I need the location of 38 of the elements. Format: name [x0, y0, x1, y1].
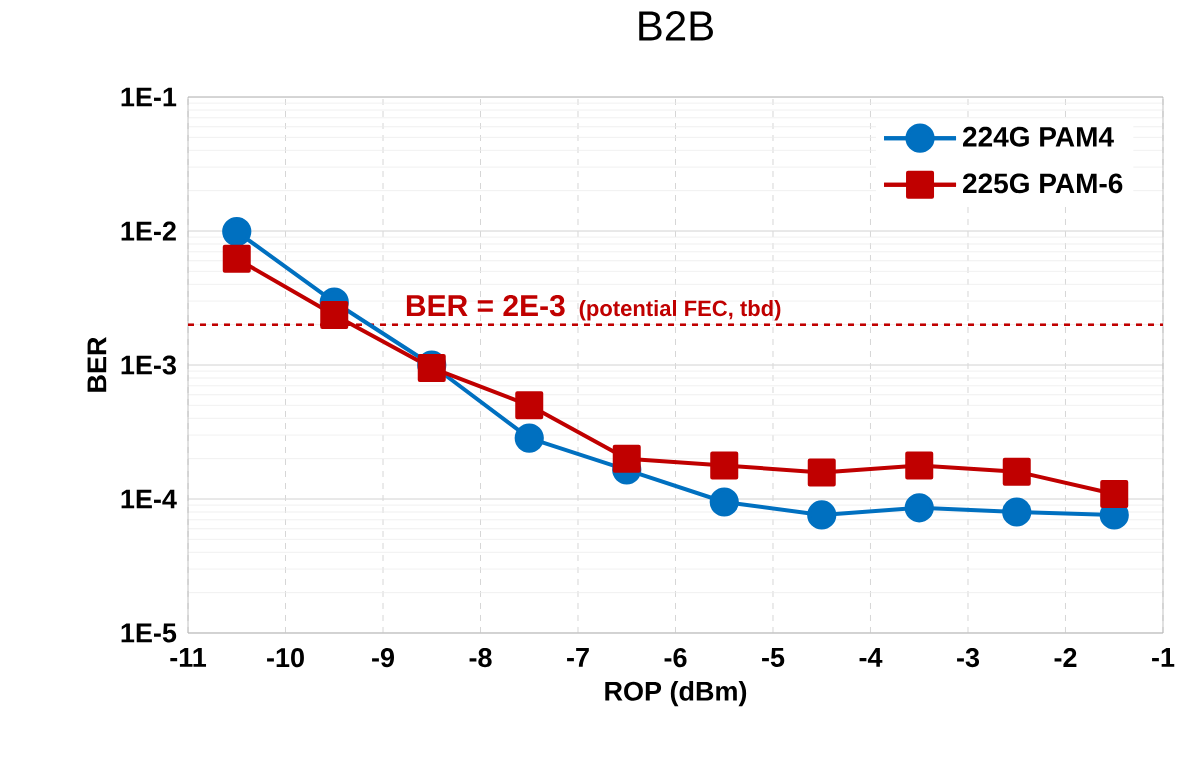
x-tick-label: -7	[567, 648, 589, 667]
point	[905, 451, 934, 480]
y-tick-label: 1E-4	[121, 489, 177, 509]
point	[1002, 497, 1032, 527]
x-tick-label: -9	[372, 648, 395, 668]
point	[1002, 457, 1031, 486]
x-tick-label: -4	[859, 648, 883, 667]
x-tick-label: -6	[664, 648, 687, 668]
point	[514, 423, 544, 453]
x-tick-label: -2	[1054, 648, 1077, 667]
point	[709, 487, 739, 517]
x-tick-label: -11	[170, 648, 207, 667]
point	[807, 458, 836, 487]
y-tick-label: 1E-2	[121, 221, 176, 241]
point	[807, 500, 837, 530]
legend-label: 224G PAM4	[963, 126, 1114, 147]
annotation: (potential FEC, tbd)	[579, 300, 781, 321]
x-tick-label: -3	[957, 648, 980, 668]
x-tick-label: -5	[762, 648, 785, 667]
y-tick-label: 1E-3	[121, 355, 176, 375]
legend-label: 225G PAM-6	[963, 173, 1123, 194]
ref-line-label: BER = 2E-3	[406, 294, 565, 317]
x-tick-label: -8	[469, 648, 492, 668]
point	[515, 391, 544, 420]
point	[612, 444, 641, 473]
x-axis-title: ROP (dBm)	[605, 680, 747, 707]
y-tick-label: 1E-5	[121, 623, 177, 643]
point	[710, 451, 739, 480]
y-tick-label: 1E-1	[121, 87, 177, 107]
y-axis-title: BER	[87, 337, 107, 392]
point	[222, 244, 251, 273]
point	[1100, 479, 1129, 508]
x-tick-label: -10	[267, 648, 304, 668]
x-tick-label: -1	[1152, 648, 1175, 667]
point	[904, 493, 934, 523]
point	[320, 301, 349, 330]
chart-title: B2B	[639, 11, 713, 41]
point	[222, 217, 252, 247]
